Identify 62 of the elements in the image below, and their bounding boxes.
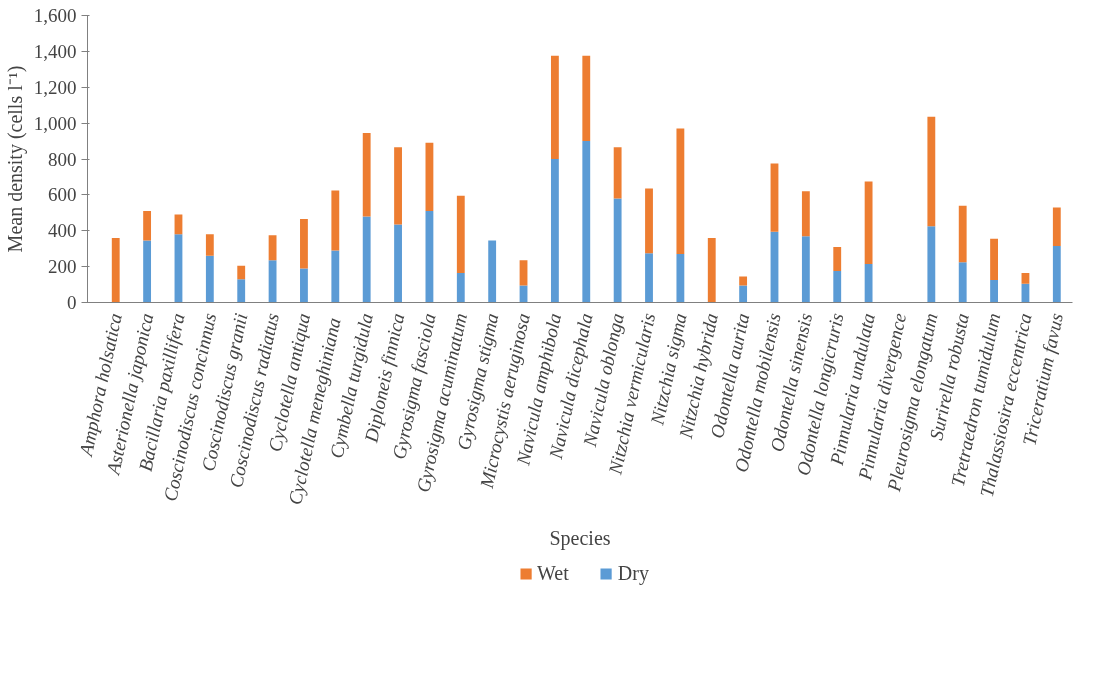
bar: [268, 235, 277, 261]
y-tick-label: 200: [48, 256, 77, 278]
x-axis-title: Species: [549, 526, 611, 550]
bar: [550, 159, 559, 303]
bar: [613, 198, 622, 303]
bar: [676, 128, 685, 255]
bar: [770, 163, 779, 232]
bar: [237, 265, 246, 280]
bar: [958, 262, 967, 303]
bar: [550, 55, 559, 159]
bar: [927, 226, 936, 303]
y-tick-label: 600: [48, 184, 77, 206]
legend-label: Wet: [537, 561, 569, 585]
bar: [205, 234, 214, 256]
bar: [394, 224, 402, 303]
bar: [582, 141, 591, 303]
bar: [300, 219, 308, 269]
bar: [488, 240, 497, 303]
bar: [394, 147, 402, 225]
bar: [1052, 246, 1061, 303]
y-axis-title: Mean density (cells l⁻¹): [3, 65, 27, 253]
bar: [645, 253, 653, 303]
bar: [833, 271, 842, 303]
bar: [456, 272, 465, 303]
bar: [927, 116, 936, 227]
bar: [300, 268, 308, 303]
y-tick-label: 400: [48, 220, 77, 242]
bar: [645, 188, 653, 254]
bar: [582, 55, 591, 142]
bar: [1052, 207, 1061, 246]
bar: [739, 276, 748, 286]
y-tick-label: 1,600: [33, 5, 77, 26]
bar: [268, 260, 277, 303]
bar: [707, 237, 716, 303]
bar: [362, 216, 371, 303]
legend-label: Dry: [617, 561, 649, 585]
bar: [958, 205, 967, 263]
bar: [456, 195, 465, 273]
bar: [205, 255, 214, 303]
y-tick-label: 1,000: [33, 112, 77, 134]
y-tick-label: 800: [48, 148, 77, 170]
bar: [864, 263, 873, 303]
bar: [1021, 272, 1030, 284]
bar: [801, 236, 810, 303]
bar: [613, 147, 622, 199]
bar: [676, 254, 685, 303]
bar: [331, 250, 340, 303]
bar: [990, 280, 998, 303]
y-tick-label: 1,200: [33, 76, 77, 98]
bar: [143, 211, 152, 241]
bar: [990, 238, 998, 281]
bar: [864, 181, 873, 264]
bar: [143, 240, 152, 303]
bar: [801, 191, 810, 237]
bar: [362, 132, 371, 217]
bar: [833, 246, 842, 272]
y-tick-label: 1,400: [33, 40, 77, 62]
y-tick-label: 0: [67, 292, 77, 313]
bar: [739, 285, 748, 303]
bar: [237, 279, 246, 303]
bar: [111, 237, 120, 303]
bar: [331, 190, 340, 251]
